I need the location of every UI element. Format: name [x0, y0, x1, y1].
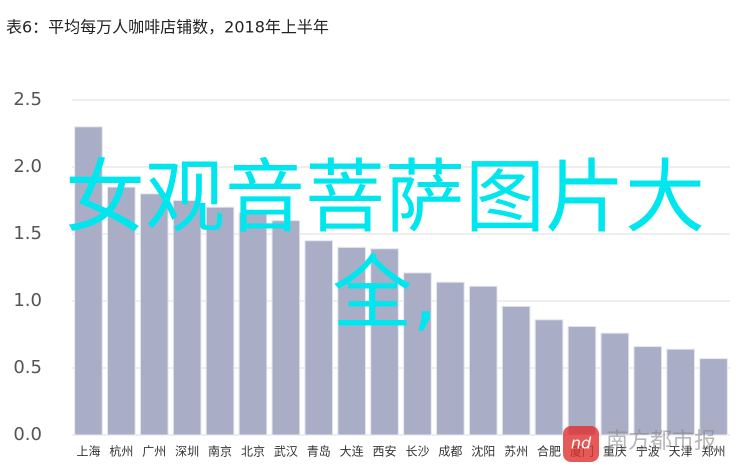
x-tick-label: 上海: [76, 444, 100, 459]
bar: [238, 212, 268, 436]
bar: [139, 193, 169, 436]
bar: [403, 272, 432, 436]
y-tick-label: 0.0: [13, 424, 42, 445]
x-tick-label: 广州: [142, 445, 166, 459]
y-tick-label: 2.0: [13, 156, 42, 177]
y-tick-label: 1.5: [13, 223, 42, 244]
x-tick-label: 苏州: [504, 445, 528, 459]
x-tick-label: 深圳: [175, 445, 199, 459]
bar: [337, 246, 366, 436]
x-tick-label: 大连: [340, 444, 364, 459]
x-tick-label: 南京: [208, 444, 232, 459]
bar: [567, 325, 597, 436]
bar: [633, 346, 663, 436]
x-tick-label: 天津: [669, 445, 693, 459]
y-tick-label: 0.5: [13, 357, 42, 378]
chart-title: 表6：平均每万人咖啡店铺数，2018年上半年: [6, 18, 329, 37]
bar: [370, 248, 399, 436]
x-tick-label: 北京: [241, 445, 265, 459]
bar: [501, 305, 531, 436]
x-tick-label: 宁波: [636, 444, 660, 459]
bar: [271, 220, 301, 436]
bar: [468, 285, 498, 436]
bar: [666, 348, 695, 436]
bar: [534, 319, 564, 436]
x-tick-label: 郑州: [702, 444, 726, 459]
x-tick-label: 杭州: [109, 444, 133, 459]
x-tick-label: 沈阳: [471, 444, 495, 459]
bar: [304, 240, 334, 436]
x-tick-label: 长沙: [405, 445, 429, 459]
x-tick-label: 成都: [438, 445, 462, 459]
bar: [205, 206, 235, 436]
x-tick-label: 青岛: [307, 444, 331, 459]
bar: [74, 126, 103, 436]
x-tick-label: 重庆: [603, 445, 627, 459]
x-tick-label: 西安: [373, 444, 397, 459]
bar: [436, 281, 465, 436]
bar: [600, 332, 630, 436]
y-tick-label: 2.5: [13, 89, 42, 110]
bar: [107, 186, 136, 436]
y-tick-label: 1.0: [13, 290, 42, 311]
watermark-logo: nd: [571, 434, 592, 453]
bar: [172, 200, 202, 436]
bar: [699, 358, 728, 436]
watermark-logo-bg: [563, 426, 599, 462]
x-tick-label: 武汉: [274, 445, 298, 459]
watermark: 南方都市报: [606, 429, 716, 454]
x-tick-label: 合肥: [537, 444, 561, 459]
